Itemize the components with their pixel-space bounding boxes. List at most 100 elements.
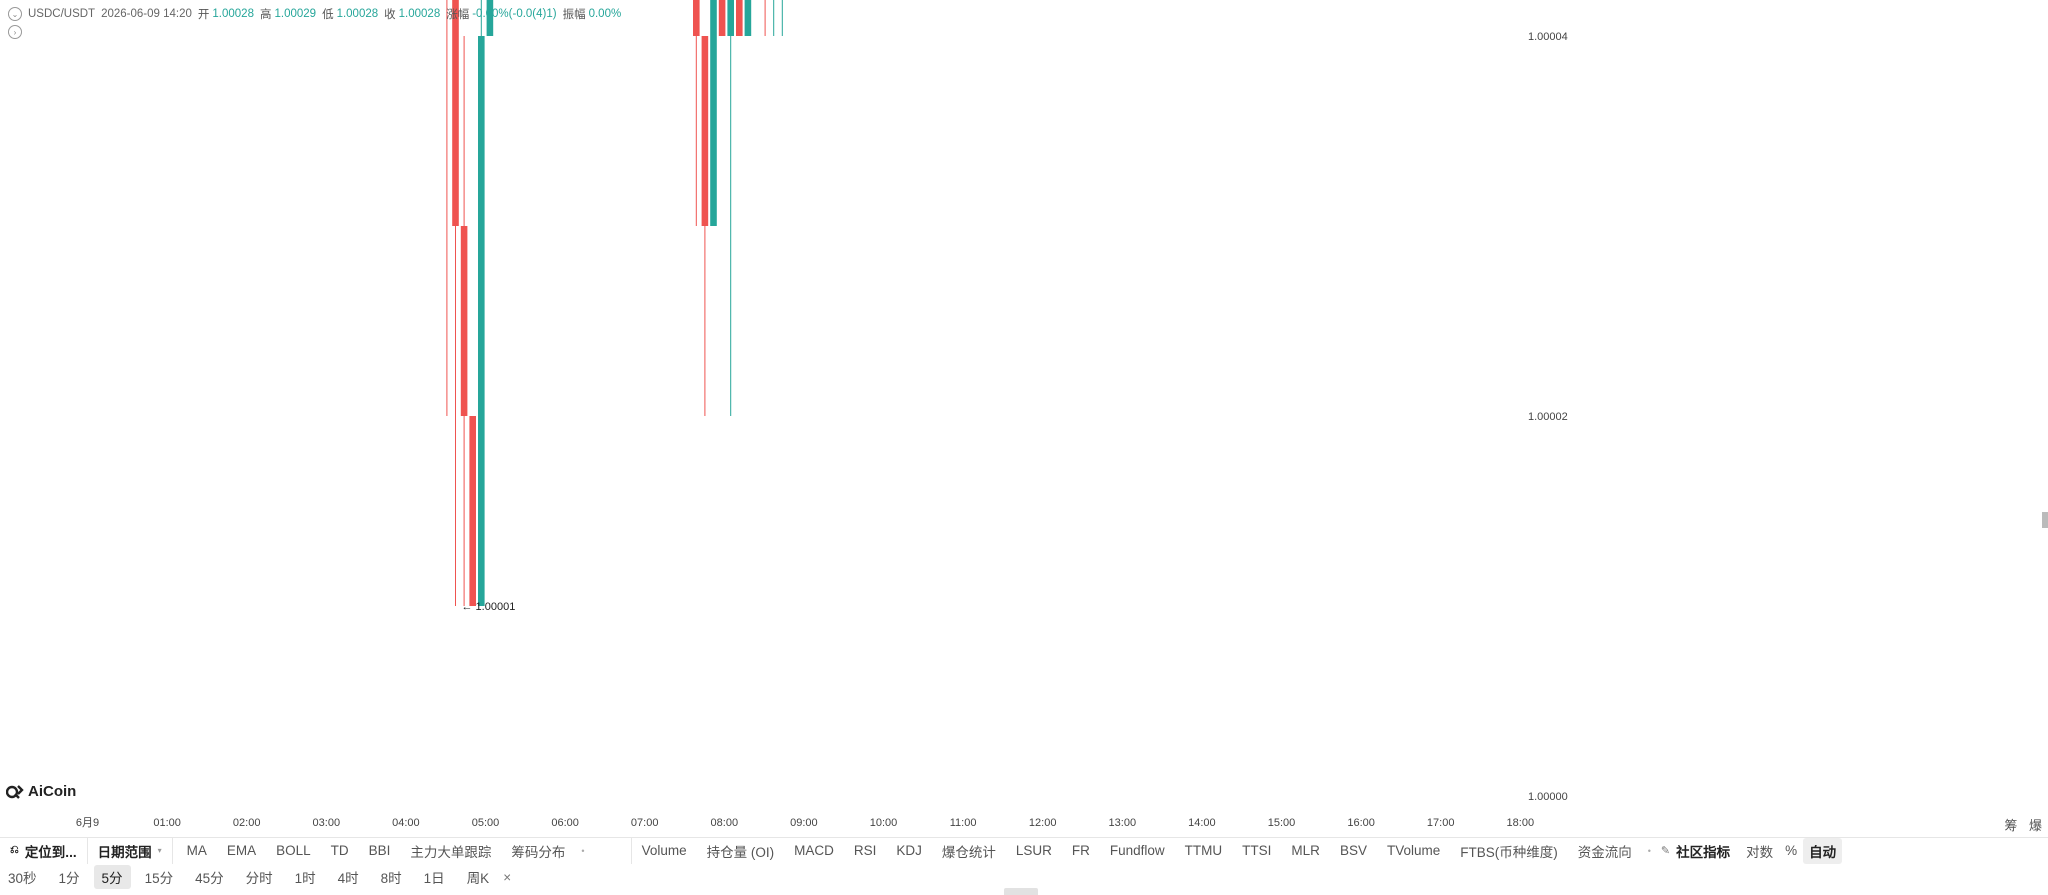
datetime-label: 2026-06-09 14:20 bbox=[101, 8, 192, 20]
sub-indicator-5[interactable]: 爆仓统计 bbox=[941, 844, 996, 860]
main-indicator-6[interactable]: 筹码分布 bbox=[511, 844, 566, 860]
sub-indicator-0[interactable]: Volume bbox=[641, 843, 687, 858]
candle-body bbox=[486, 0, 494, 36]
locate-icon: ⎌ bbox=[10, 844, 19, 856]
edit-icon: ✎ bbox=[1660, 845, 1671, 857]
sub-indicator-10[interactable]: TTSI bbox=[1242, 843, 1272, 858]
x-tick-label: 18:00 bbox=[1507, 817, 1535, 829]
x-tick-label: 06:00 bbox=[551, 817, 579, 829]
locate-button[interactable]: ⎌ 定位到... bbox=[0, 838, 87, 864]
main-indicator-5[interactable]: 主力大单跟踪 bbox=[410, 844, 492, 860]
candle-body bbox=[460, 226, 468, 416]
divider bbox=[630, 837, 632, 864]
collapse-panel-button[interactable] bbox=[1004, 888, 1038, 895]
y-tick-label: 1.00002 bbox=[1528, 411, 1568, 423]
period-1[interactable]: 1分 bbox=[58, 871, 80, 886]
x-tick-label: 05:00 bbox=[472, 817, 500, 829]
main-indicator-1[interactable]: EMA bbox=[226, 843, 257, 858]
x-tick-label: 10:00 bbox=[870, 817, 898, 829]
logo-text: AiCoin bbox=[28, 783, 77, 800]
sub-indicator-4[interactable]: KDJ bbox=[896, 843, 922, 858]
locate-label: 定位到... bbox=[24, 844, 77, 860]
sub-indicator-15[interactable]: 资金流向 bbox=[1577, 844, 1632, 860]
candle-body bbox=[701, 36, 709, 226]
chips-tool[interactable]: 筹 bbox=[2004, 818, 2018, 833]
log-scale-button[interactable]: 对数 bbox=[1746, 844, 1774, 860]
period-toolbar: 30秒 1分 5分 15分 45分 分时 1时 4时 8时 1日 周K × bbox=[0, 864, 2048, 890]
x-tick-label: 14:00 bbox=[1188, 817, 1216, 829]
divider bbox=[86, 837, 88, 864]
period-0[interactable]: 30秒 bbox=[8, 871, 37, 886]
date-range-button[interactable]: 日期范围 ▾ bbox=[88, 838, 172, 864]
x-tick-label: 16:00 bbox=[1347, 817, 1375, 829]
sub-indicator-2[interactable]: MACD bbox=[794, 843, 834, 858]
change-label: 涨幅 bbox=[446, 9, 470, 21]
main-indicator-0[interactable]: MA bbox=[186, 843, 207, 858]
x-tick-label: 02:00 bbox=[233, 817, 261, 829]
sub-indicator-3[interactable]: RSI bbox=[853, 843, 877, 858]
sub-indicator-9[interactable]: TTMU bbox=[1184, 843, 1223, 858]
x-tick-label: 03:00 bbox=[313, 817, 341, 829]
period-2[interactable]: 5分 bbox=[93, 865, 131, 889]
candle-body bbox=[710, 0, 717, 226]
sub-indicator-11[interactable]: MLR bbox=[1291, 843, 1320, 858]
side-panel-toggle[interactable] bbox=[2042, 512, 2048, 528]
aicoin-logo: AiCoin bbox=[6, 783, 76, 800]
expand-indicators-icon[interactable]: › bbox=[8, 25, 22, 39]
liquidation-tool[interactable]: 爆 bbox=[2028, 818, 2042, 833]
y-tick-label: 1.00000 bbox=[1528, 791, 1568, 803]
x-tick-label: 6月9 bbox=[76, 817, 99, 829]
x-tick-label: 04:00 bbox=[392, 817, 420, 829]
x-tick-label: 01:00 bbox=[153, 817, 181, 829]
period-list: 30秒 1分 5分 15分 45分 分时 1时 4时 8时 1日 周K bbox=[0, 865, 503, 889]
period-9[interactable]: 1日 bbox=[423, 871, 445, 886]
community-indicator-button[interactable]: ✎ 社区指标 bbox=[1657, 838, 1740, 864]
main-indicator-4[interactable]: BBI bbox=[368, 843, 391, 858]
right-tools: 筹 爆 bbox=[1996, 815, 2042, 834]
aicoin-logo-icon bbox=[6, 784, 24, 799]
candle-body bbox=[727, 0, 734, 36]
main-indicator-list: MA EMA BOLL TD BBI 主力大单跟踪 筹码分布 bbox=[177, 838, 576, 864]
close-label: 收 bbox=[384, 9, 396, 21]
sub-indicator-list: Volume 持仓量 (OI) MACD RSI KDJ 爆仓统计 LSUR FR Fundfl… bbox=[632, 838, 1642, 864]
x-tick-label: 15:00 bbox=[1268, 817, 1296, 829]
amplitude-label: 振幅 bbox=[562, 9, 586, 21]
main-indicator-3[interactable]: TD bbox=[330, 843, 349, 858]
sub-indicator-8[interactable]: Fundflow bbox=[1109, 843, 1165, 858]
main-indicator-2[interactable]: BOLL bbox=[276, 843, 311, 858]
candle-body bbox=[718, 0, 726, 36]
period-7[interactable]: 4时 bbox=[337, 871, 359, 886]
period-6[interactable]: 1时 bbox=[294, 871, 316, 886]
amplitude-value: 0.00% bbox=[588, 8, 622, 20]
sub-indicator-13[interactable]: TVolume bbox=[1386, 843, 1441, 858]
chevron-down-icon: ▾ bbox=[157, 846, 162, 855]
candle-body bbox=[478, 36, 485, 606]
period-5[interactable]: 分时 bbox=[245, 871, 273, 886]
sub-indicator-14[interactable]: FTBS(币种维度) bbox=[1460, 844, 1558, 860]
period-8[interactable]: 8时 bbox=[380, 871, 402, 886]
period-3[interactable]: 15分 bbox=[144, 871, 174, 886]
x-tick-label: 11:00 bbox=[950, 817, 977, 829]
candle-body bbox=[469, 416, 476, 606]
x-tick-label: 17:00 bbox=[1427, 817, 1455, 829]
sub-indicator-6[interactable]: LSUR bbox=[1015, 843, 1052, 858]
y-tick-label: 1.00004 bbox=[1528, 31, 1568, 43]
collapse-info-icon[interactable]: ⌄ bbox=[8, 7, 22, 21]
min-price-annotation: ← 1.00001 bbox=[462, 601, 516, 613]
open-value: 1.00028 bbox=[212, 8, 254, 20]
sub-indicator-1[interactable]: 持仓量 (OI) bbox=[706, 844, 775, 860]
high-value: 1.00029 bbox=[274, 8, 317, 20]
sub-indicator-12[interactable]: BSV bbox=[1339, 843, 1367, 858]
close-periods-icon[interactable]: × bbox=[503, 869, 512, 885]
more-main-icon[interactable]: • bbox=[581, 845, 585, 856]
period-10[interactable]: 周K bbox=[466, 871, 490, 886]
candle-body bbox=[693, 0, 700, 36]
kline-chart[interactable]: 1.000001.000021.000041.000061.000081.000… bbox=[0, 0, 2048, 840]
candle-body bbox=[744, 0, 752, 36]
period-4[interactable]: 45分 bbox=[195, 871, 224, 886]
auto-scale-button[interactable]: 自动 bbox=[1803, 837, 1843, 864]
percent-scale-button[interactable]: % bbox=[1785, 843, 1798, 858]
sub-indicator-7[interactable]: FR bbox=[1071, 843, 1090, 858]
change-value: -0.00%(-0.0(4)1) bbox=[472, 8, 557, 20]
more-sub-icon[interactable]: • bbox=[1647, 845, 1651, 856]
